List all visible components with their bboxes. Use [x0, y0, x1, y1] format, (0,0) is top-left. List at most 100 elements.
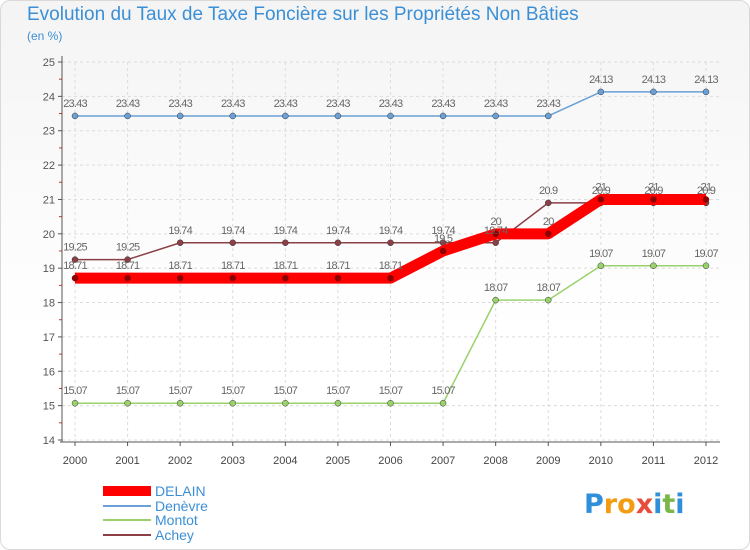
data-point-montot [545, 296, 552, 304]
data-label-montot: 18.07 [484, 282, 508, 294]
data-point-montot [597, 262, 605, 270]
x-tick-label: 2010 [589, 455, 613, 467]
data-label-delain: 18.71 [379, 260, 403, 272]
data-point-achey [334, 239, 342, 247]
data-point-delain [702, 196, 710, 203]
data-point-den-vre [176, 112, 184, 120]
logo-letter: x [635, 489, 654, 520]
data-point-delain [176, 274, 184, 282]
legend-label-delain: DELAIN [155, 483, 206, 500]
data-point-achey [492, 239, 499, 247]
data-point-achey [124, 256, 131, 263]
data-label-achey: 19.74 [221, 225, 245, 237]
data-point-montot [387, 399, 394, 407]
data-point-montot [334, 399, 342, 407]
data-point-montot [229, 399, 236, 407]
data-label-delain: 18.71 [221, 260, 245, 272]
data-label-delain: 21 [648, 181, 659, 193]
data-label-achey: 19.74 [484, 225, 508, 237]
data-label-delain: 21 [596, 181, 607, 193]
data-point-achey [229, 239, 236, 247]
data-label-montot: 18.07 [536, 282, 560, 294]
logo-letter: t [662, 489, 676, 520]
data-point-delain [492, 230, 499, 238]
x-tick-label: 2012 [694, 455, 718, 467]
data-label-delain: 18.71 [168, 260, 192, 272]
data-label-den-vre: 23.43 [63, 98, 87, 110]
legend-swatch-montot [103, 519, 151, 522]
data-label-den-vre: 23.43 [536, 98, 560, 110]
data-label-montot: 15.07 [221, 385, 245, 397]
data-point-delain [334, 274, 342, 282]
y-tick-label: 22 [43, 160, 55, 172]
data-label-den-vre: 23.43 [326, 98, 350, 110]
data-point-den-vre [650, 88, 657, 96]
legend-item-achey: Achey [103, 527, 208, 543]
data-point-den-vre [229, 112, 236, 120]
x-tick-label: 2005 [326, 455, 350, 467]
data-point-den-vre [492, 112, 499, 120]
logo-letter: o [617, 489, 636, 520]
data-label-delain: 20 [490, 216, 501, 228]
data-point-achey [387, 239, 394, 247]
logo-letter: i [653, 489, 663, 520]
data-point-montot [282, 399, 289, 407]
legend-label-den-vre: Denèvre [155, 497, 208, 514]
x-tick-label: 2008 [483, 455, 507, 467]
data-point-delain [597, 196, 605, 203]
x-tick-label: 2002 [168, 455, 192, 467]
data-label-delain: 18.71 [326, 260, 350, 272]
data-label-den-vre: 24.13 [694, 74, 718, 86]
data-label-achey: 19.74 [379, 225, 403, 237]
data-label-den-vre: 23.43 [379, 98, 403, 110]
x-tick-label: 2004 [273, 455, 297, 467]
x-tick-label: 2011 [642, 455, 666, 467]
data-label-achey: 19.74 [168, 225, 192, 237]
x-tick-label: 2001 [115, 455, 139, 467]
legend-swatch-den-vre [103, 504, 151, 507]
data-point-delain [229, 274, 236, 282]
data-label-montot: 19.07 [694, 248, 718, 260]
x-tick-label: 2007 [431, 455, 455, 467]
data-point-montot [650, 262, 657, 270]
data-point-den-vre [387, 112, 394, 120]
data-point-den-vre [334, 112, 342, 120]
data-point-den-vre [597, 88, 605, 96]
data-label-achey: 19.74 [431, 225, 455, 237]
data-label-montot: 15.07 [168, 385, 192, 397]
data-point-den-vre [545, 112, 552, 120]
data-point-den-vre [124, 112, 131, 120]
data-point-achey [71, 256, 79, 263]
x-tick-label: 2003 [221, 455, 245, 467]
data-label-achey: 19.25 [63, 242, 87, 254]
x-tick-label: 2009 [536, 455, 560, 467]
data-label-den-vre: 23.43 [274, 98, 298, 110]
data-label-delain: 18.71 [116, 260, 140, 272]
y-tick-label: 14 [43, 435, 55, 447]
data-label-achey: 19.25 [116, 242, 140, 254]
data-label-den-vre: 24.13 [642, 74, 666, 86]
data-point-montot [124, 399, 131, 407]
chart-subtitle: (en %) [27, 29, 63, 43]
data-label-den-vre: 23.43 [484, 98, 508, 110]
data-label-achey: 19.74 [326, 225, 350, 237]
data-point-delain [282, 274, 289, 282]
data-label-den-vre: 23.43 [221, 98, 245, 110]
data-label-delain: 19.5 [434, 233, 453, 245]
data-label-montot: 19.07 [642, 248, 666, 260]
data-label-achey: 20.9 [539, 185, 558, 197]
data-point-delain [71, 274, 79, 282]
data-label-den-vre: 23.43 [168, 98, 192, 110]
data-point-achey [545, 199, 552, 207]
y-tick-label: 19 [43, 263, 55, 275]
data-point-den-vre [439, 112, 447, 120]
data-point-achey [176, 239, 184, 247]
legend-swatch-achey [103, 533, 151, 536]
data-label-delain: 18.71 [274, 260, 298, 272]
data-point-den-vre [282, 112, 289, 120]
data-point-montot [71, 399, 79, 407]
data-point-delain [387, 274, 394, 282]
logo-letter: r [603, 489, 618, 520]
data-label-den-vre: 24.13 [589, 74, 613, 86]
y-tick-label: 18 [43, 298, 55, 310]
